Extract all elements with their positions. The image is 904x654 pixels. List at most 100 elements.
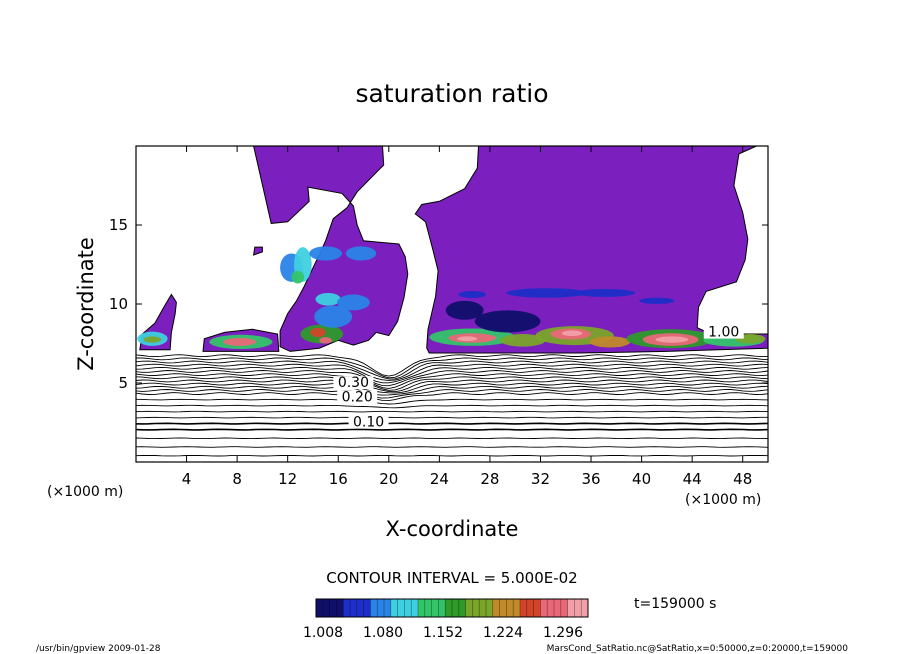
contour-line: [136, 398, 768, 405]
contour-label: 0.10: [353, 415, 384, 431]
saturation-field: [137, 146, 768, 354]
chart-title: saturation ratio: [355, 79, 548, 108]
contour-line: [136, 366, 768, 384]
x-tick-label: 32: [531, 470, 550, 488]
saturation-patch: [561, 330, 583, 337]
footer-left: /usr/bin/gpview 2009-01-28: [36, 644, 161, 654]
y-axis-label: Z-coordinate: [74, 237, 98, 371]
contour-line: [136, 379, 768, 393]
colorbar-cell: [567, 599, 575, 617]
colorbar-cell: [492, 599, 501, 617]
colorbar-cell: [452, 599, 460, 617]
contour-label-bg: [337, 390, 378, 404]
contour-line: [136, 428, 768, 431]
contour-line: [136, 454, 768, 457]
saturation-patch: [143, 336, 162, 343]
colorbar-cell: [465, 599, 473, 617]
colorbar-cell: [458, 599, 467, 617]
colorbar-cell: [316, 599, 324, 617]
colorbar-cell: [533, 599, 541, 617]
colorbar-cell: [438, 599, 446, 617]
saturation-patch: [445, 300, 484, 320]
contour-line: [136, 410, 768, 413]
x-tick-label: 24: [430, 470, 449, 488]
colorbar-cell: [581, 599, 589, 617]
contour-line: [136, 373, 768, 389]
saturation-patch: [639, 297, 675, 304]
saturation-patch: [291, 270, 305, 284]
contour-line: [136, 416, 768, 419]
saturation-patch: [336, 294, 370, 311]
colorbar-cell: [356, 599, 365, 617]
colorbar-cell: [418, 599, 426, 617]
x-tick-label: 48: [733, 470, 752, 488]
colorbar-cell: [574, 599, 582, 617]
colorbar-cell: [384, 599, 392, 617]
saturation-patch: [319, 337, 332, 344]
colorbar-cell: [499, 599, 507, 617]
colorbar-cell: [431, 599, 439, 617]
saturation-patch: [589, 336, 631, 348]
y-axis-ticks: 5 10 15: [109, 216, 768, 392]
colorbar-cell: [479, 599, 487, 617]
colorbar-cell: [554, 599, 562, 617]
colorbar-cell: [329, 599, 337, 617]
colorbar-cell: [513, 599, 521, 617]
x-tick-label: 20: [379, 470, 398, 488]
contour-label: 0.30: [338, 375, 369, 391]
saturation-patch: [309, 246, 343, 261]
contour-interval-text: CONTOUR INTERVAL = 5.000E-02: [326, 569, 577, 587]
x-tick-label: 40: [632, 470, 651, 488]
saturation-patch: [506, 288, 588, 298]
colorbar-label: 1.008: [303, 625, 343, 641]
x-axis-label: X-coordinate: [386, 517, 519, 541]
time-label: t=159000 s: [634, 596, 716, 612]
saturation-patch: [315, 292, 341, 306]
x-tick-label: 12: [278, 470, 297, 488]
saturation-patch: [474, 310, 541, 333]
plot-area: 0.10 0.200.30 1.00: [136, 146, 768, 457]
colorbar-cell: [411, 599, 419, 617]
colorbar-cell: [547, 599, 555, 617]
x-tick-label: 4: [182, 470, 192, 488]
colorbar-cell: [520, 599, 528, 617]
contour-line: [136, 392, 768, 402]
colorbar-cell: [390, 599, 399, 617]
contour-label: 0.20: [342, 389, 373, 405]
colorbar-cell: [560, 599, 569, 617]
contour-line: [136, 357, 768, 379]
x-axis-ticks: 4 8 12 16 20 24 28 32 36 40 44 48: [182, 146, 752, 488]
saturation-patch: [574, 288, 636, 297]
x-tick-label: 36: [581, 470, 600, 488]
contour-line: [136, 404, 768, 409]
colorbar-cell: [486, 599, 494, 617]
colorbar-cell: [404, 599, 412, 617]
contour-line: [136, 389, 768, 399]
colorbar-cell: [363, 599, 371, 617]
saturation-patch: [457, 336, 478, 342]
footer-right: MarsCond_SatRatio.nc@SatRatio,x=0:50000,…: [547, 644, 849, 654]
saturation-patch: [314, 305, 353, 328]
contour-line: [136, 422, 768, 425]
contour-line: [136, 376, 768, 391]
colorbar-cell: [343, 599, 351, 617]
contour-lines: [136, 354, 768, 457]
colorbar-cell: [424, 599, 433, 617]
contour-label-bg: [703, 325, 744, 339]
x-tick-label: 44: [683, 470, 702, 488]
saturation-patch: [458, 291, 487, 298]
colorbar: [315, 599, 589, 617]
saturation-patch: [310, 327, 326, 338]
contour-label: 1.00: [708, 325, 739, 341]
x-unit-right: (×1000 m): [685, 492, 761, 508]
contour-line: [136, 360, 768, 380]
colorbar-cell: [506, 599, 514, 617]
colorbar-cell: [336, 599, 344, 617]
x-tick-label: 16: [329, 470, 348, 488]
contour-line: [136, 385, 768, 396]
contour-line: [136, 370, 768, 387]
contour-labels: 0.10 0.200.30 1.00: [333, 325, 744, 431]
cloud-region: [414, 146, 768, 354]
contour-label-bg: [333, 376, 374, 390]
